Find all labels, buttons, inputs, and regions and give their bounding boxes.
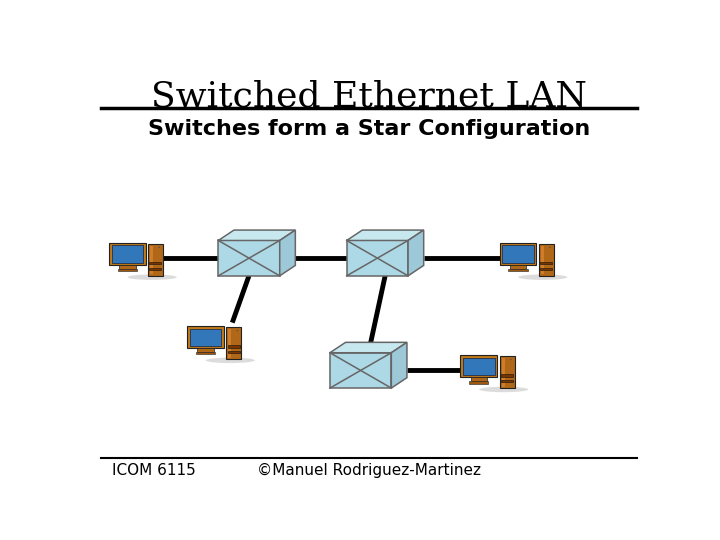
Bar <box>112 245 143 262</box>
Bar <box>187 326 224 348</box>
Ellipse shape <box>518 274 567 280</box>
Text: Switches form a Star Configuration: Switches form a Star Configuration <box>148 119 590 139</box>
Bar <box>500 243 536 265</box>
Circle shape <box>158 247 160 248</box>
Circle shape <box>510 359 512 360</box>
Bar <box>228 351 240 353</box>
Bar <box>500 356 515 388</box>
Bar <box>228 346 240 348</box>
Bar <box>539 244 554 276</box>
Ellipse shape <box>206 357 255 363</box>
Polygon shape <box>218 230 295 240</box>
Ellipse shape <box>127 274 176 280</box>
Bar <box>148 244 163 276</box>
Bar <box>502 245 534 262</box>
Bar <box>510 265 526 269</box>
Bar <box>508 269 528 271</box>
Bar <box>150 268 161 270</box>
Bar <box>540 268 552 270</box>
Circle shape <box>549 247 551 248</box>
Polygon shape <box>279 230 295 276</box>
Bar <box>109 243 145 265</box>
Polygon shape <box>408 230 423 276</box>
Bar <box>502 359 505 387</box>
Text: Switched Ethernet LAN: Switched Ethernet LAN <box>151 79 587 113</box>
Bar <box>540 262 552 265</box>
Bar <box>469 381 488 383</box>
Bar <box>197 348 214 352</box>
Text: ©Manuel Rodriguez-Martinez: ©Manuel Rodriguez-Martinez <box>257 463 481 478</box>
Polygon shape <box>330 342 407 353</box>
Bar <box>463 357 495 375</box>
Bar <box>150 246 153 274</box>
Bar <box>501 374 513 377</box>
Text: ICOM 6115: ICOM 6115 <box>112 463 196 478</box>
Bar <box>347 240 408 276</box>
Bar <box>541 246 544 274</box>
Bar <box>226 327 241 359</box>
Bar <box>501 380 513 382</box>
Bar <box>330 353 392 388</box>
Bar <box>461 355 498 377</box>
Bar <box>118 269 137 271</box>
Circle shape <box>236 330 238 331</box>
Ellipse shape <box>479 387 528 392</box>
Polygon shape <box>392 342 407 388</box>
Bar <box>119 265 135 269</box>
Bar <box>218 240 280 276</box>
Polygon shape <box>347 230 423 240</box>
Bar <box>189 328 221 346</box>
Bar <box>228 329 231 357</box>
Bar <box>196 352 215 354</box>
Bar <box>150 262 161 265</box>
Bar <box>471 377 487 381</box>
